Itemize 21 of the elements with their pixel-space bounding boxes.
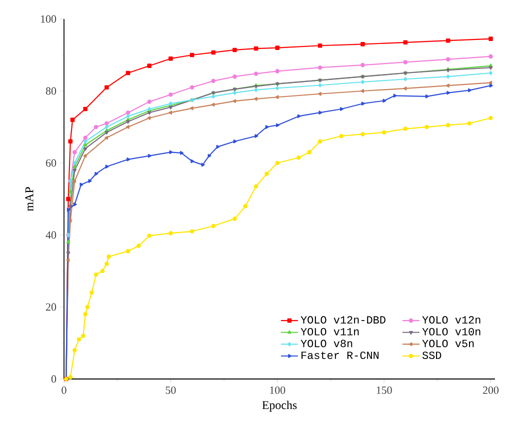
y-axis-title: mAP bbox=[25, 187, 34, 212]
legend-label: YOLO v12n-DBD bbox=[300, 316, 386, 324]
x-tick-label: 150 bbox=[376, 386, 392, 394]
y-tick-label: 80 bbox=[46, 87, 56, 95]
legend-label: YOLO v11n bbox=[300, 328, 359, 336]
y-tick-label: 40 bbox=[46, 231, 56, 239]
y-tick-label: 20 bbox=[46, 303, 56, 311]
legend-label: YOLO v5n bbox=[422, 340, 474, 348]
x-tick-label: 100 bbox=[270, 386, 286, 394]
legend-label: YOLO v10n bbox=[422, 328, 480, 336]
y-tick-label: 0 bbox=[51, 375, 56, 383]
legend-label: YOLO v8n bbox=[300, 340, 352, 348]
y-tick-label: 100 bbox=[41, 15, 56, 23]
legend-label: SSD bbox=[422, 352, 442, 360]
y-tick-label: 60 bbox=[46, 159, 56, 167]
x-axis-title: Epochs bbox=[262, 400, 297, 412]
x-tick-label: 200 bbox=[483, 386, 499, 394]
legend-label: Faster R-CNN bbox=[302, 352, 379, 360]
legend-label: YOLO v12n bbox=[422, 316, 480, 324]
x-tick-label: 0 bbox=[62, 386, 66, 394]
x-tick-label: 50 bbox=[166, 386, 176, 394]
